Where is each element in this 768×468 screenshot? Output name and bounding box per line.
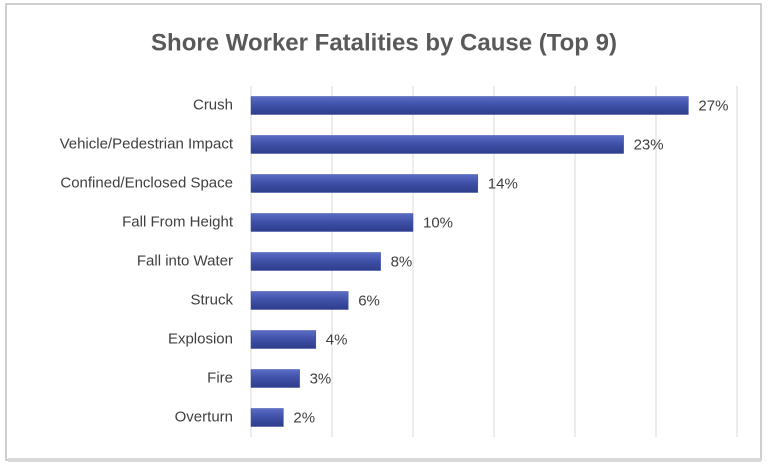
bar <box>250 135 624 154</box>
data-label: 4% <box>326 331 348 348</box>
bar <box>250 291 349 310</box>
data-label: 2% <box>293 409 315 426</box>
data-label: 27% <box>698 97 728 114</box>
y-tick-label: Fall From Height <box>122 213 234 230</box>
y-tick-label: Crush <box>193 96 233 113</box>
data-label: 6% <box>358 292 380 309</box>
data-label: 23% <box>634 136 664 153</box>
bar <box>250 408 284 427</box>
chart-frame <box>5 3 762 461</box>
bar <box>250 330 317 349</box>
data-label: 8% <box>391 253 413 270</box>
chart-title: Shore Worker Fatalities by Cause (Top 9) <box>151 29 617 56</box>
data-label: 14% <box>488 175 518 192</box>
bar <box>250 174 479 193</box>
y-tick-label: Struck <box>190 291 233 308</box>
y-tick-label: Fire <box>207 369 233 386</box>
bar <box>250 252 381 271</box>
bar <box>250 369 300 388</box>
data-label: 10% <box>423 214 453 231</box>
frame-shadow <box>8 458 761 462</box>
data-label: 3% <box>310 370 332 387</box>
y-tick-label: Fall into Water <box>137 252 233 269</box>
bar <box>250 96 689 115</box>
bar <box>250 213 414 232</box>
y-tick-label: Confined/Enclosed Space <box>60 174 233 191</box>
y-tick-label: Overturn <box>175 408 233 425</box>
y-tick-label: Vehicle/Pedestrian Impact <box>60 135 234 152</box>
y-tick-label: Explosion <box>168 330 233 347</box>
